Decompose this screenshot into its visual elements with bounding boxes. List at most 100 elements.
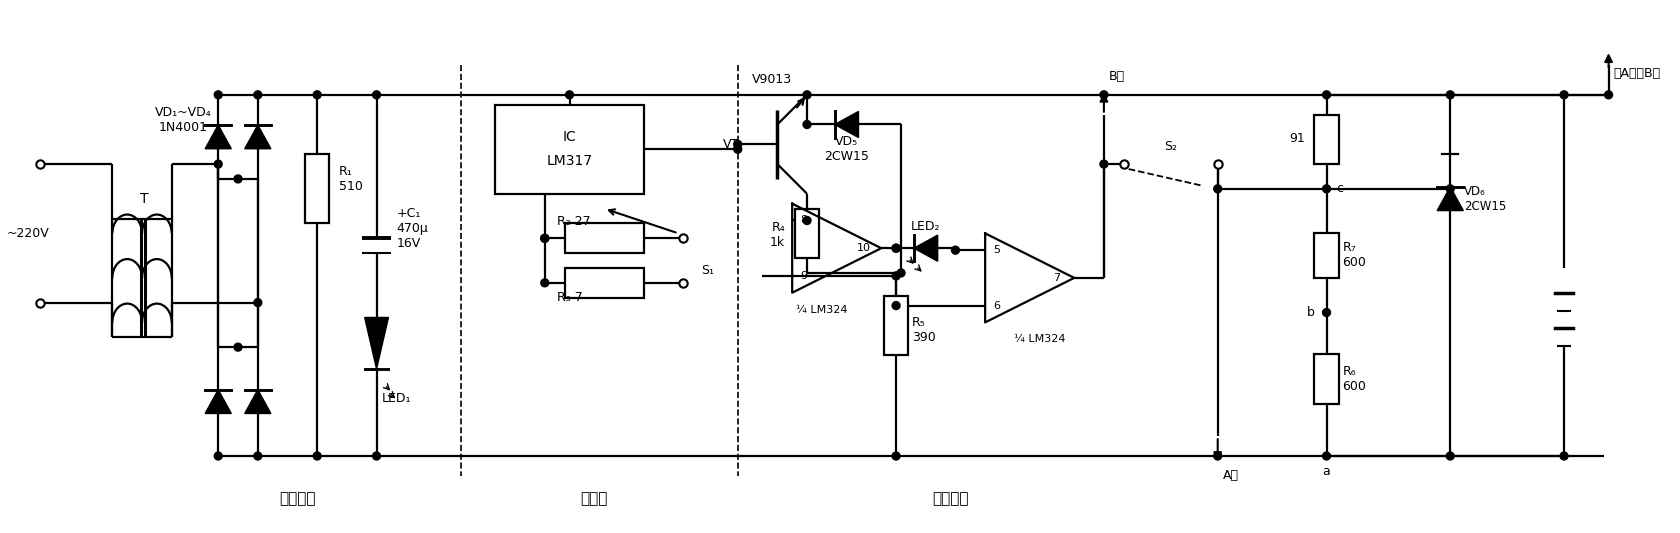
Circle shape (1322, 309, 1331, 317)
Circle shape (541, 235, 548, 243)
Text: R₆
600: R₆ 600 (1342, 365, 1366, 393)
Text: LED₁: LED₁ (381, 392, 412, 405)
Circle shape (1322, 452, 1331, 460)
Bar (496, 104, 643, 194)
Circle shape (1322, 91, 1331, 99)
Circle shape (1213, 452, 1221, 460)
Text: VD₆
2CW15: VD₆ 2CW15 (1463, 185, 1505, 213)
Text: A挡: A挡 (1221, 469, 1238, 482)
Text: R₁
510: R₁ 510 (339, 165, 363, 193)
Polygon shape (205, 125, 232, 149)
Text: VT: VT (722, 138, 739, 151)
Circle shape (1445, 91, 1453, 99)
Circle shape (803, 216, 810, 224)
Text: VD₅
2CW15: VD₅ 2CW15 (823, 135, 869, 163)
Circle shape (1445, 185, 1453, 193)
Circle shape (803, 120, 810, 128)
Text: R₂ 27: R₂ 27 (556, 215, 590, 228)
Text: S₁: S₁ (701, 264, 714, 278)
Text: +C₁
470μ
16V: +C₁ 470μ 16V (396, 207, 428, 250)
Text: 91: 91 (1289, 132, 1304, 145)
Circle shape (892, 244, 899, 252)
Circle shape (312, 452, 321, 460)
Circle shape (892, 302, 899, 310)
Text: 9: 9 (800, 271, 806, 281)
Circle shape (213, 452, 222, 460)
Circle shape (1445, 452, 1453, 460)
Text: V9013: V9013 (753, 74, 791, 86)
Text: 直流电源: 直流电源 (279, 491, 316, 506)
Circle shape (373, 91, 380, 99)
Circle shape (234, 175, 242, 183)
Text: VD₁~VD₄
1N4001: VD₁~VD₄ 1N4001 (155, 106, 212, 134)
Text: 6: 6 (993, 301, 1000, 311)
Circle shape (213, 160, 222, 168)
Circle shape (1322, 185, 1331, 193)
Text: 8: 8 (800, 215, 806, 225)
Bar (795, 208, 818, 258)
Circle shape (892, 244, 899, 252)
Circle shape (1213, 185, 1221, 193)
Circle shape (1604, 91, 1611, 99)
Circle shape (1559, 452, 1567, 460)
Text: R₄
1k: R₄ 1k (769, 221, 785, 249)
Circle shape (254, 298, 262, 306)
Text: a: a (1322, 465, 1329, 478)
Text: ~220V: ~220V (7, 227, 50, 240)
Bar (564, 268, 643, 297)
Bar (1312, 354, 1339, 403)
Text: S₂: S₂ (1164, 140, 1176, 153)
Text: B挡: B挡 (1109, 70, 1124, 84)
Polygon shape (984, 233, 1074, 322)
Circle shape (1099, 160, 1107, 168)
Text: T: T (139, 192, 148, 206)
Text: 接A挡、B挡: 接A挡、B挡 (1613, 67, 1660, 79)
Circle shape (541, 279, 548, 287)
Circle shape (312, 91, 321, 99)
Polygon shape (205, 390, 232, 414)
Text: ¼ LM324: ¼ LM324 (1013, 334, 1065, 344)
Text: IC: IC (563, 131, 576, 144)
Text: 恒流源: 恒流源 (580, 491, 608, 506)
Text: b: b (1305, 306, 1314, 319)
Polygon shape (1436, 187, 1463, 211)
Polygon shape (835, 111, 858, 138)
Circle shape (734, 140, 741, 148)
Text: 定压控制: 定压控制 (932, 491, 968, 506)
Bar (884, 296, 907, 355)
Circle shape (951, 246, 959, 254)
Polygon shape (791, 204, 880, 293)
Circle shape (373, 452, 380, 460)
Polygon shape (914, 235, 937, 261)
Circle shape (234, 343, 242, 351)
Text: 5: 5 (993, 245, 1000, 255)
Bar (1312, 115, 1339, 164)
Text: ¼ LM324: ¼ LM324 (796, 304, 847, 314)
Text: LM317: LM317 (546, 154, 593, 168)
Circle shape (564, 91, 573, 99)
Circle shape (1099, 91, 1107, 99)
Circle shape (803, 91, 810, 99)
Circle shape (541, 235, 548, 243)
Text: R₅
390: R₅ 390 (911, 316, 936, 344)
Circle shape (1559, 91, 1567, 99)
Text: R₇
600: R₇ 600 (1342, 241, 1366, 269)
Bar (564, 223, 643, 253)
Polygon shape (245, 125, 270, 149)
Bar (306, 154, 329, 223)
Circle shape (213, 91, 222, 99)
Circle shape (897, 269, 904, 277)
Circle shape (734, 146, 741, 153)
Bar (1312, 233, 1339, 278)
Text: c: c (1336, 182, 1342, 195)
Text: 7: 7 (1052, 273, 1060, 283)
Text: 10: 10 (855, 243, 870, 253)
Polygon shape (365, 318, 388, 369)
Text: R₃ 7: R₃ 7 (556, 291, 581, 304)
Text: LED₂: LED₂ (911, 220, 941, 233)
Circle shape (254, 91, 262, 99)
Circle shape (892, 272, 899, 280)
Polygon shape (245, 390, 270, 414)
Circle shape (892, 452, 899, 460)
Circle shape (254, 452, 262, 460)
